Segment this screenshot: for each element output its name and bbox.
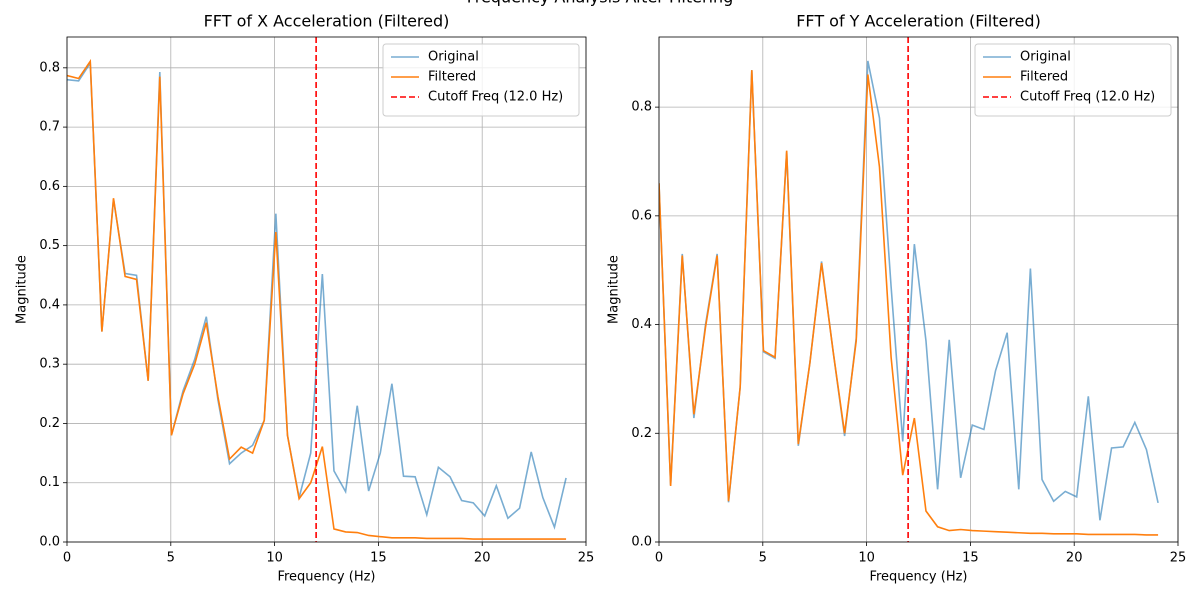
legend-label: Original: [1020, 50, 1071, 65]
axes-title: FFT of Y Acceleration (Filtered): [796, 12, 1041, 31]
subplot: 0 5 10 15 20 25 0.0 0.1 0.2 0.3 0.4 0.5 0.6 0.7 0.8 FFT…: [15, 12, 595, 585]
legend-label: Filtered: [428, 70, 476, 85]
axes-frame: [658, 36, 1179, 543]
y-tick-label: 0.6: [631, 208, 652, 223]
legend: Original Filtered Cutoff Freq (12.0 Hz): [382, 43, 580, 117]
x-tick-label: 5: [167, 551, 175, 566]
axes-title: FFT of X Acceleration (Filtered): [204, 12, 450, 31]
y-tick-label: 0.0: [39, 535, 60, 550]
y-tick-label: 0.1: [39, 475, 60, 490]
axes-frame: [66, 36, 587, 543]
x-tick-label: 5: [759, 551, 767, 566]
y-tick-label: 0.7: [39, 120, 60, 135]
y-tick-label: 0.2: [39, 416, 60, 431]
x-tick-label: 0: [63, 551, 71, 566]
x-tick-label: 20: [1066, 551, 1083, 566]
y-tick-label: 0.4: [631, 317, 652, 332]
x-tick-label: 25: [578, 551, 595, 566]
y-tick-label: 0.2: [631, 426, 652, 441]
y-axis-label: Magnitude: [15, 255, 30, 324]
x-tick-label: 25: [1170, 551, 1187, 566]
y-tick-label: 0.8: [39, 60, 60, 75]
y-tick-label: 0.3: [39, 357, 60, 372]
x-tick-label: 0: [655, 551, 663, 566]
x-axis-label: Frequency (Hz): [277, 570, 375, 585]
legend-label: Filtered: [1020, 70, 1068, 85]
y-tick-label: 0.5: [39, 238, 60, 253]
y-axis-label: Magnitude: [607, 255, 622, 324]
y-tick-label: 0.8: [631, 100, 652, 115]
y-tick-label: 0.0: [631, 535, 652, 550]
x-tick-label: 15: [370, 551, 387, 566]
legend: Original Filtered Cutoff Freq (12.0 Hz): [974, 43, 1172, 117]
legend-label: Cutoff Freq (12.0 Hz): [1020, 90, 1155, 105]
subplot: 0 5 10 15 20 25 0.0 0.2 0.4 0.6 0.8 FFT of Y Accele…: [607, 12, 1187, 585]
figure-title: Frequency Analysis After Filtering: [467, 0, 734, 7]
x-tick-label: 15: [962, 551, 979, 566]
x-axis-label: Frequency (Hz): [869, 570, 967, 585]
legend-label: Cutoff Freq (12.0 Hz): [428, 90, 563, 105]
y-tick-label: 0.4: [39, 297, 60, 312]
legend-frame: [974, 43, 1172, 117]
x-tick-label: 10: [858, 551, 875, 566]
x-tick-label: 20: [474, 551, 491, 566]
x-tick-label: 10: [266, 551, 283, 566]
legend-frame: [382, 43, 580, 117]
legend-label: Original: [428, 50, 479, 65]
y-tick-label: 0.6: [39, 179, 60, 194]
